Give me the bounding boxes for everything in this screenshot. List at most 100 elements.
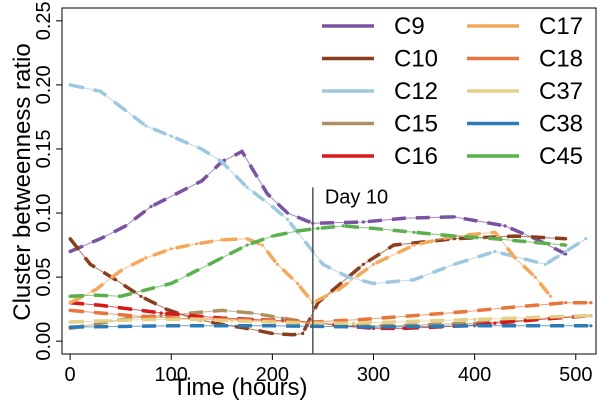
point-C15-5 (220, 308, 224, 312)
point-C10-13 (361, 262, 365, 266)
point-C12-11 (321, 262, 325, 266)
point-C45-7 (245, 243, 249, 247)
point-C45-12 (371, 226, 376, 230)
point-C17-16 (493, 230, 497, 234)
point-C45-15 (493, 237, 497, 241)
point-C18-0 (68, 308, 72, 312)
point-C16-1 (98, 303, 102, 307)
legend-label-C37: C37 (539, 78, 583, 105)
point-C38-0 (68, 325, 72, 329)
point-C10-8 (270, 331, 274, 336)
point-C9-13 (452, 215, 456, 219)
point-C12-14 (412, 278, 416, 282)
point-C15-7 (280, 316, 285, 320)
point-C17-9 (275, 262, 279, 266)
point-C12-2 (124, 108, 128, 113)
point-C12-16 (493, 249, 497, 254)
point-C37-0 (68, 320, 72, 324)
point-C18-10 (503, 306, 507, 310)
y-axis-title: Cluster betweenness ratio (9, 43, 36, 320)
x-tick-label-500: 500 (559, 364, 592, 386)
point-C37-13 (589, 314, 593, 318)
point-C45-3 (144, 288, 148, 292)
point-C45-11 (341, 224, 345, 228)
point-C16-3 (159, 311, 163, 315)
point-C17-10 (296, 281, 300, 286)
point-C37-5 (270, 320, 274, 324)
point-C16-14 (493, 321, 497, 325)
x-tick-label-0: 0 (65, 364, 76, 386)
point-C16-4 (189, 314, 194, 318)
point-C18-9 (462, 310, 467, 314)
point-C17-2 (119, 269, 123, 273)
point-C10-12 (331, 288, 335, 292)
point-C17-7 (245, 237, 249, 241)
point-C37-1 (108, 319, 113, 323)
legend: C9 C10 C12 C15 C16 C17 C18 C37 C38 C45 (322, 13, 583, 170)
point-C17-5 (194, 242, 199, 246)
point-C37-9 (432, 319, 436, 323)
point-C37-11 (513, 316, 517, 320)
point-C18-12 (564, 301, 568, 305)
point-C12-18 (564, 249, 568, 254)
day-10-label: Day 10 (325, 186, 388, 208)
point-C17-8 (260, 243, 264, 247)
point-C45-2 (119, 294, 123, 298)
series-dashes-C18 (69, 300, 591, 324)
point-C45-13 (412, 230, 416, 234)
series-dashes-C38 (70, 324, 591, 329)
point-C9-12 (402, 216, 406, 220)
y-tick-label-5: 0.25 (33, 1, 55, 40)
point-C45-1 (93, 293, 97, 297)
point-C45-14 (452, 234, 456, 238)
point-C12-7 (245, 185, 249, 189)
point-C18-11 (533, 303, 537, 307)
point-C17-1 (93, 288, 97, 292)
point-C12-9 (285, 217, 290, 221)
point-C37-3 (189, 317, 194, 321)
point-C45-16 (533, 240, 537, 245)
point-C12-15 (452, 262, 456, 266)
x-axis-title: Time (hours) (172, 374, 307, 400)
y-axis-ticks: 0.00 0.05 0.10 0.15 0.20 0.25 (33, 1, 62, 361)
legend-label-C15: C15 (394, 111, 438, 138)
point-C45-8 (270, 234, 274, 238)
legend-label-C38: C38 (539, 111, 583, 138)
point-C16-15 (523, 319, 527, 323)
point-C17-18 (533, 275, 537, 279)
point-C9-3 (149, 205, 153, 209)
point-C12-12 (346, 275, 350, 279)
series-dashes-C45 (70, 224, 566, 299)
point-C12-17 (543, 262, 548, 266)
series-C17 (68, 230, 553, 305)
y-tick-label-4: 0.20 (33, 65, 55, 104)
point-C45-17 (564, 243, 568, 247)
series-C37 (68, 313, 593, 325)
point-C9-16 (564, 252, 568, 256)
point-C12-1 (98, 89, 102, 93)
point-C12-10 (306, 243, 310, 247)
point-C17-19 (548, 294, 553, 298)
point-C12-19 (584, 237, 588, 241)
point-C17-17 (513, 256, 517, 260)
point-C12-3 (144, 124, 148, 128)
series-line-C16 (70, 302, 591, 329)
point-C37-4 (230, 319, 234, 323)
point-C10-9 (291, 333, 295, 337)
legend-label-C10: C10 (394, 46, 438, 73)
series-dashes-C17 (69, 230, 552, 305)
point-C18-2 (129, 314, 133, 318)
point-C9-0 (68, 249, 72, 254)
x-tick-label-100: 100 (155, 364, 188, 386)
point-C15-12 (473, 321, 477, 325)
series-C38 (68, 324, 593, 329)
point-C12-4 (169, 134, 173, 138)
point-C12-6 (220, 160, 224, 164)
series-layer (68, 83, 593, 337)
point-C37-8 (392, 320, 396, 324)
point-C18-7 (361, 317, 365, 321)
point-C18-1 (98, 311, 102, 315)
legend-label-C18: C18 (539, 46, 583, 73)
point-C15-3 (159, 314, 163, 318)
point-C9-2 (124, 224, 128, 228)
